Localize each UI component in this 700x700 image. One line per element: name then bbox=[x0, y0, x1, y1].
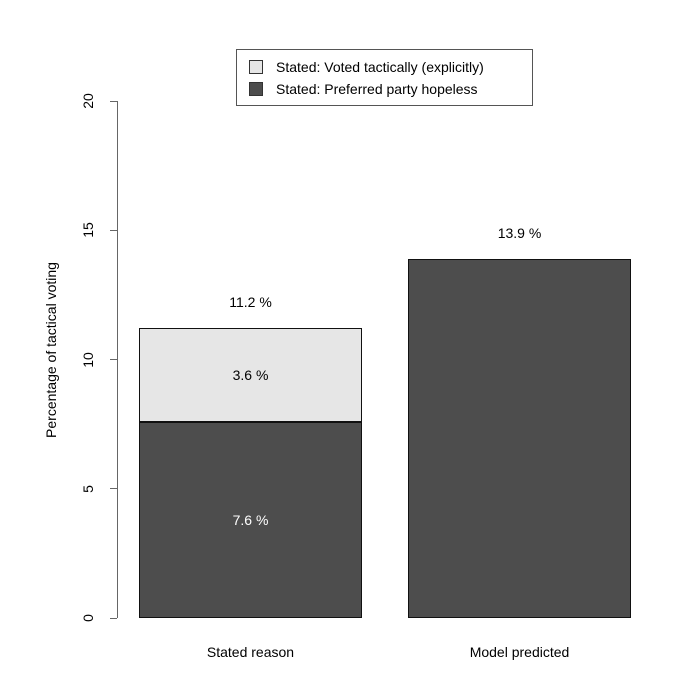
legend-item-preferred-party-hopeless: Stated: Preferred party hopeless bbox=[249, 80, 532, 97]
legend-label: Stated: Preferred party hopeless bbox=[276, 80, 478, 97]
y-tick bbox=[110, 229, 117, 231]
category-label: Stated reason bbox=[206, 644, 295, 660]
y-tick-label: 15 bbox=[80, 222, 96, 239]
y-tick-label: 10 bbox=[80, 351, 96, 368]
bar-segment bbox=[408, 258, 631, 618]
y-tick-label: 0 bbox=[80, 614, 96, 622]
y-tick bbox=[110, 100, 117, 102]
legend-swatch-light bbox=[249, 59, 263, 74]
bar-segment bbox=[139, 421, 362, 618]
bar-segment bbox=[139, 328, 362, 422]
category-label: Model predicted bbox=[469, 644, 570, 660]
bar-total-label: 13.9 % bbox=[497, 224, 542, 241]
y-tick bbox=[110, 488, 117, 490]
legend-label: Stated: Voted tactically (explicitly) bbox=[276, 58, 484, 75]
y-axis-line bbox=[117, 101, 118, 618]
bar-total-label: 11.2 % bbox=[229, 294, 272, 311]
legend: Stated: Voted tactically (explicitly) St… bbox=[236, 49, 533, 106]
bar-segment-label: 7.6 % bbox=[232, 511, 269, 528]
legend-item-voted-tactically: Stated: Voted tactically (explicitly) bbox=[249, 58, 532, 75]
y-tick bbox=[110, 617, 117, 619]
bar-segment-label: 3.6 % bbox=[232, 367, 269, 383]
y-tick-label: 5 bbox=[80, 484, 96, 493]
legend-swatch-dark bbox=[249, 81, 263, 96]
y-tick-label: 20 bbox=[80, 93, 96, 109]
y-tick bbox=[110, 359, 117, 360]
